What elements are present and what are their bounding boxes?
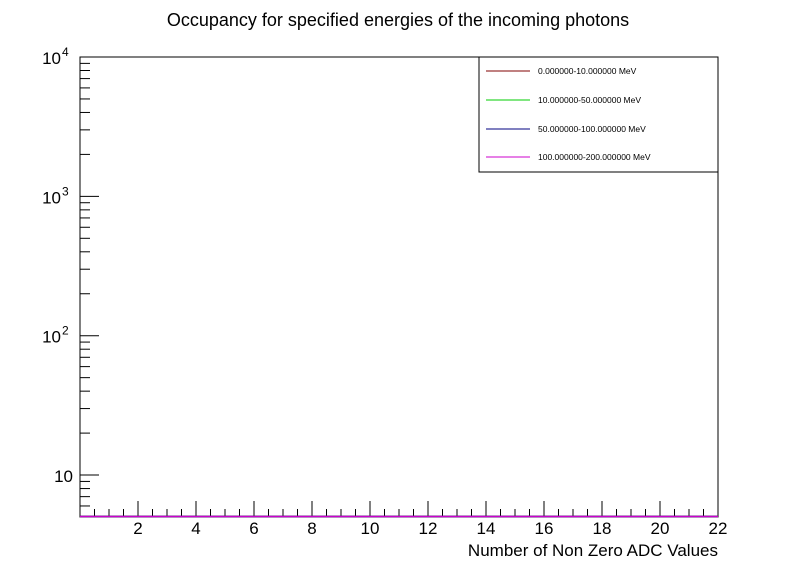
y-tick-label-exponent: 3 — [62, 184, 69, 198]
y-tick-label-base: 10 — [42, 188, 61, 207]
x-major-ticks — [137, 501, 719, 517]
legend-label: 10.000000-50.000000 MeV — [538, 95, 641, 105]
legend-box — [478, 56, 719, 173]
y-tick-label-exponent: 4 — [62, 45, 69, 59]
legend-label: 0.000000-10.000000 MeV — [538, 66, 637, 76]
y-tick-label: 10 — [54, 467, 73, 486]
y-major-ticks — [80, 56, 99, 476]
x-tick-label: 4 — [191, 519, 200, 538]
x-tick-label: 20 — [651, 519, 670, 538]
y-tick-label: 10 — [42, 49, 61, 68]
x-tick-label: 16 — [535, 519, 554, 538]
legend-entries: 0.000000-10.000000 MeV 10.000000-50.00000… — [486, 66, 651, 162]
y-tick-label: 10 — [42, 328, 61, 347]
y-tick-label: 10 — [42, 188, 61, 207]
x-tick-label: 8 — [307, 519, 316, 538]
x-tick-labels: 2 4 6 8 10 12 14 16 18 20 22 — [133, 519, 727, 538]
x-tick-label: 18 — [593, 519, 612, 538]
x-axis-title: Number of Non Zero ADC Values — [468, 541, 718, 560]
legend-label: 100.000000-200.000000 MeV — [538, 152, 651, 162]
y-tick-label-base: 10 — [42, 328, 61, 347]
x-tick-label: 12 — [419, 519, 438, 538]
chart-title: Occupancy for specified energies of the … — [167, 10, 629, 30]
y-tick-label-base: 10 — [54, 467, 73, 486]
x-tick-label: 2 — [133, 519, 142, 538]
x-tick-label: 14 — [477, 519, 496, 538]
x-tick-label: 10 — [361, 519, 380, 538]
x-tick-label: 6 — [249, 519, 258, 538]
x-minor-ticks — [94, 509, 704, 517]
y-minor-ticks — [80, 62, 90, 518]
legend: 0.000000-10.000000 MeV 10.000000-50.00000… — [478, 56, 719, 173]
y-tick-label-base: 10 — [42, 49, 61, 68]
y-tick-label-exponent: 2 — [62, 324, 69, 338]
x-tick-label: 22 — [709, 519, 728, 538]
legend-label: 50.000000-100.000000 MeV — [538, 124, 646, 134]
